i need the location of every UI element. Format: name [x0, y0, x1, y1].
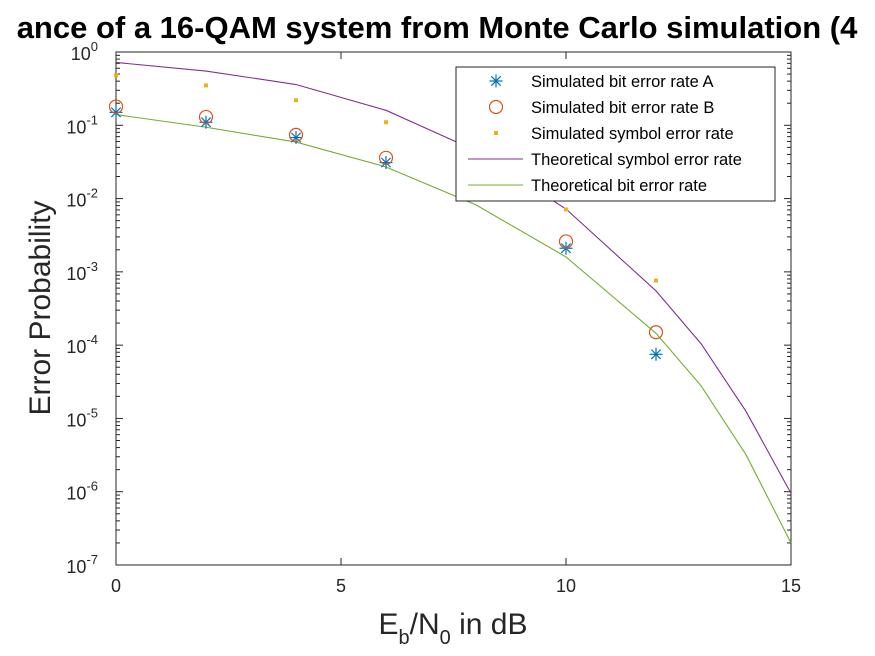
legend-entry: Theoretical bit error rate — [468, 177, 707, 195]
y-tick-label: 10-5 — [66, 405, 98, 430]
data-point — [288, 127, 304, 142]
y-tick-label: 10-7 — [66, 552, 98, 577]
data-point — [378, 150, 394, 165]
y-tick-label: 10-2 — [66, 186, 98, 211]
legend-marker — [489, 74, 503, 88]
legend-label: Simulated bit error rate B — [531, 99, 714, 117]
legend-marker — [494, 131, 498, 135]
data-point — [109, 105, 123, 119]
y-axis-title: Error Probability — [24, 200, 57, 415]
x-tick-label: 5 — [336, 576, 346, 596]
legend-entry: Simulated bit error rate B — [488, 99, 714, 117]
x-tick-label: 10 — [556, 576, 576, 596]
chart-title: ance of a 16-QAM system from Monte Carlo… — [17, 10, 858, 45]
y-tick-label: 10-3 — [66, 259, 98, 284]
data-point — [384, 120, 388, 125]
y-tick-label: 10-4 — [66, 332, 98, 357]
legend: Simulated bit error rate A Simulated bit … — [455, 66, 776, 202]
y-axis-ticks: 100 10-1 10-2 10-3 10-4 10-5 10-6 10-7 — [66, 39, 791, 577]
x-axis-title-sub1: b — [399, 627, 410, 649]
data-point — [199, 115, 213, 129]
x-axis-title-base: E — [379, 608, 399, 641]
legend-entry: Simulated symbol error rate — [494, 125, 734, 143]
data-point — [648, 325, 664, 340]
legend-entry: Simulated bit error rate A — [489, 73, 714, 91]
x-tick-label: 15 — [781, 576, 801, 596]
data-point — [294, 98, 298, 103]
legend-label: Simulated symbol error rate — [531, 125, 734, 143]
data-point — [564, 207, 568, 212]
data-point — [108, 99, 124, 114]
legend-entry: Theoretical symbol error rate — [468, 151, 742, 169]
y-tick-label: 100 — [71, 39, 98, 64]
legend-label: Theoretical bit error rate — [531, 177, 707, 195]
x-axis-title-sub2: 0 — [440, 627, 451, 649]
x-tick-label: 0 — [111, 576, 121, 596]
legend-marker — [488, 99, 504, 115]
legend-box — [455, 66, 776, 202]
data-point — [649, 347, 663, 361]
series-line-5 — [115, 114, 792, 544]
data-point — [114, 73, 118, 78]
y-tick-label: 10-6 — [66, 479, 98, 504]
data-point — [654, 278, 658, 283]
data-point — [558, 234, 574, 249]
legend-label: Simulated bit error rate A — [531, 73, 714, 91]
y-tick-label: 10-1 — [66, 112, 98, 137]
x-axis-ticks: 0 5 10 15 — [111, 52, 801, 596]
data-point — [289, 131, 303, 145]
x-axis-title-mid: /N — [410, 608, 440, 641]
x-axis-title-tail: in dB — [451, 608, 528, 641]
data-point — [198, 109, 214, 125]
legend-label: Theoretical symbol error rate — [531, 151, 742, 169]
x-axis-title: Eb/N0 in dB — [379, 608, 528, 649]
data-point — [204, 83, 208, 88]
